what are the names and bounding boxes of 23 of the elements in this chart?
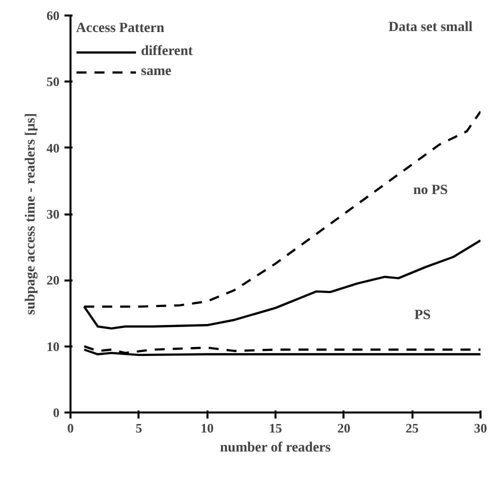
x-tick-label: 25 [406, 420, 420, 436]
x-tick-label: 15 [269, 420, 282, 436]
y-tick-label: 50 [46, 74, 60, 90]
y-tick-label: 20 [46, 272, 60, 288]
x-tick-label: 20 [337, 420, 350, 436]
annotation: Data set small [388, 20, 473, 35]
line-series [83, 345, 480, 354]
x-tick-label: 10 [200, 420, 214, 436]
y-tick-label: 10 [46, 338, 60, 354]
y-axis-title: subpage access time - readers [μs] [24, 113, 38, 315]
legend-title: Access Pattern [76, 21, 166, 37]
x-tick-label: 5 [136, 420, 143, 436]
y-tick-label: 30 [46, 206, 60, 222]
legend-label: same [141, 64, 172, 80]
legend-label: different [141, 44, 193, 60]
x-tick-label: 30 [474, 420, 487, 436]
y-tick-label: 0 [53, 405, 60, 420]
annotation: no PS [413, 183, 448, 198]
x-axis-title: number of readers [220, 440, 332, 456]
annotation: PS [414, 308, 431, 323]
y-tick-label: 40 [46, 140, 60, 156]
x-tick-label: 0 [67, 420, 74, 436]
y-tick-label: 60 [46, 8, 60, 23]
